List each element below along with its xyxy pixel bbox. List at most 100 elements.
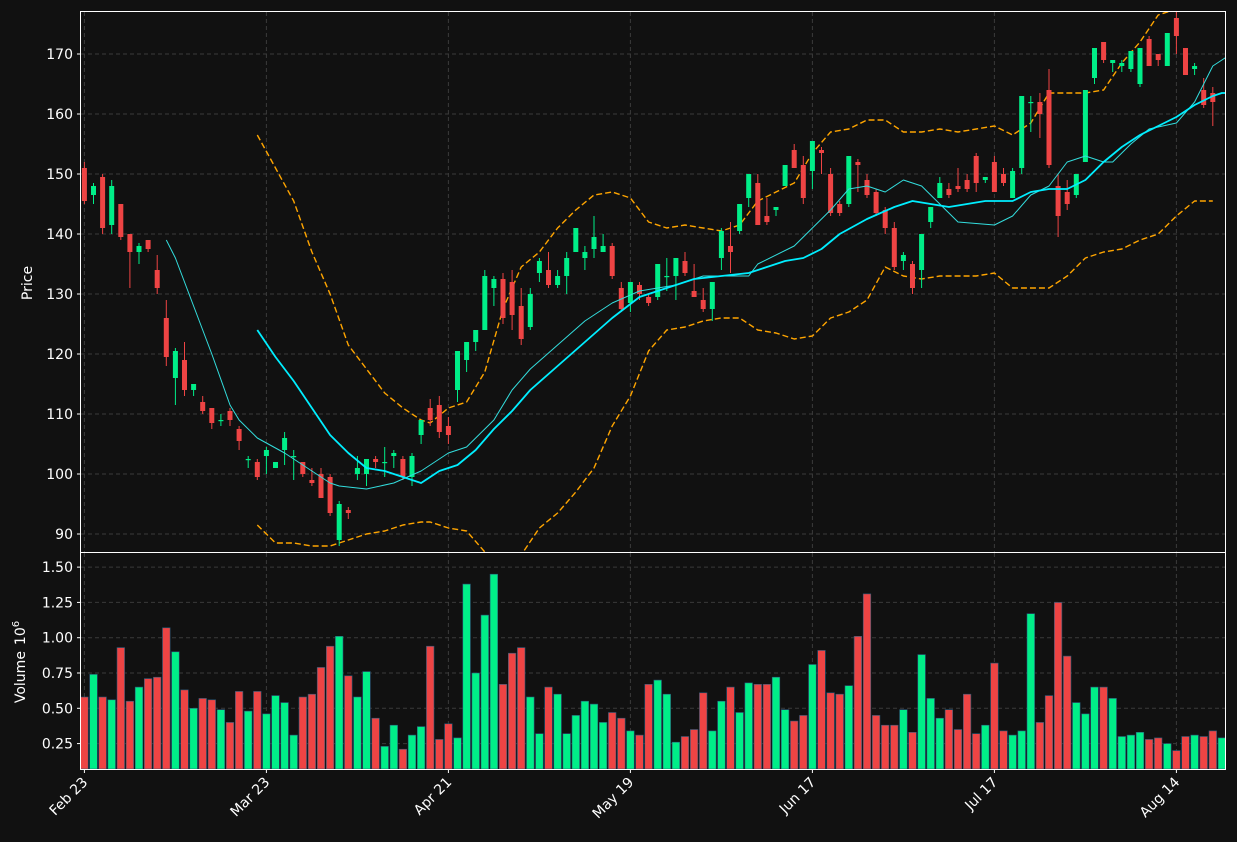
volume-axis-label-text: Volume (13, 651, 29, 703)
candle-body (855, 162, 861, 165)
volume-bar (153, 676, 162, 770)
volume-bar (144, 678, 153, 770)
candle-body (728, 246, 733, 252)
volume-bar (890, 724, 899, 770)
candle-body (1101, 42, 1107, 60)
volume-bar (1135, 731, 1145, 770)
volume-bar (416, 726, 426, 770)
volume-bar (1054, 602, 1063, 770)
volume-bar (335, 635, 344, 770)
candle-body (118, 204, 124, 237)
candle-body (273, 462, 278, 468)
price-axis-label: Price (20, 266, 36, 300)
candle-body (837, 204, 843, 213)
candle-body (627, 282, 633, 303)
candle-body (919, 234, 925, 270)
candle-body (382, 462, 388, 464)
volume-bar (498, 683, 508, 770)
price-tick-label: 130 (46, 287, 73, 303)
volume-bar (680, 736, 690, 770)
candle-body (127, 234, 133, 252)
price-y-axis: 90 100 110 120 130 140 150 160 170 (46, 47, 81, 543)
candle-body (91, 186, 96, 195)
volume-bar (316, 667, 326, 770)
volume-bar (753, 683, 762, 770)
volume-bar (544, 686, 553, 770)
candle-body (682, 261, 688, 273)
volume-bar (362, 671, 371, 770)
candle-body (900, 255, 906, 261)
volume-bar (662, 693, 671, 770)
volume-bar (162, 627, 171, 770)
volume-bar (216, 709, 226, 770)
candle-body (691, 291, 697, 297)
candle-body (245, 459, 251, 461)
volume-bar (262, 713, 271, 770)
candle-body (755, 183, 761, 225)
volume-bar (353, 696, 362, 770)
candle-body (536, 261, 542, 273)
volume-bar (89, 674, 98, 770)
price-tick-label: 120 (46, 347, 73, 363)
candle-body (218, 420, 224, 422)
candle-body (709, 282, 715, 309)
volume-bar (489, 573, 499, 770)
candle-body (555, 276, 561, 285)
candle-body (309, 480, 315, 483)
volume-bar (344, 675, 353, 770)
candle-body (473, 330, 479, 342)
candle-body (937, 183, 943, 198)
candle-body (200, 402, 206, 411)
volume-bar (125, 700, 134, 770)
volume-tick-label: 0.75 (42, 666, 73, 682)
candle-body (591, 237, 597, 249)
volume-bar (790, 720, 799, 770)
volume-bar (244, 710, 253, 770)
volume-bar (1217, 737, 1226, 770)
volume-bar (1199, 736, 1208, 770)
candle-body (828, 174, 834, 213)
candle-body (518, 306, 524, 339)
volume-tick-label: 1.00 (42, 631, 73, 647)
candle-body (973, 156, 979, 183)
volume-bar (771, 676, 781, 770)
candle-body (336, 504, 342, 540)
volume-bar (462, 583, 471, 770)
candle-body (891, 228, 897, 267)
volume-bar (180, 689, 189, 770)
volume-bar (535, 733, 544, 770)
candle-body (782, 165, 788, 186)
volume-bar (817, 650, 826, 770)
volume-bar (562, 733, 571, 770)
candle-body (263, 450, 269, 456)
candle-body (1146, 39, 1152, 66)
candle-body (154, 270, 160, 288)
candle-body (928, 207, 934, 222)
volume-bar (726, 686, 735, 770)
volume-bar (862, 593, 872, 770)
upper-band-line (256, 12, 1170, 424)
volume-bar (917, 654, 926, 770)
candle-body (600, 246, 606, 252)
candle-body (910, 264, 915, 288)
volume-bar (990, 662, 999, 770)
candle-body (664, 276, 670, 278)
volume-bar (526, 696, 535, 770)
volume-bar (435, 739, 444, 770)
candle-body (1210, 93, 1216, 102)
candle-body (982, 177, 988, 180)
volume-bar (899, 709, 908, 770)
volume-bar (881, 724, 890, 770)
volume-bar (1108, 698, 1117, 770)
candle-body (1019, 96, 1025, 168)
price-tick-label: 160 (46, 107, 73, 123)
volume-axis-exponent-power: 6 (11, 621, 22, 627)
fast-moving-average-line (165, 56, 1226, 490)
candle-body (637, 285, 642, 294)
volume-bar (935, 717, 944, 770)
candle-body (182, 360, 187, 390)
volume-tick-label: 1.50 (42, 560, 73, 576)
candle-body (282, 438, 288, 450)
candle-body (509, 282, 515, 315)
candle-body (1010, 171, 1016, 198)
